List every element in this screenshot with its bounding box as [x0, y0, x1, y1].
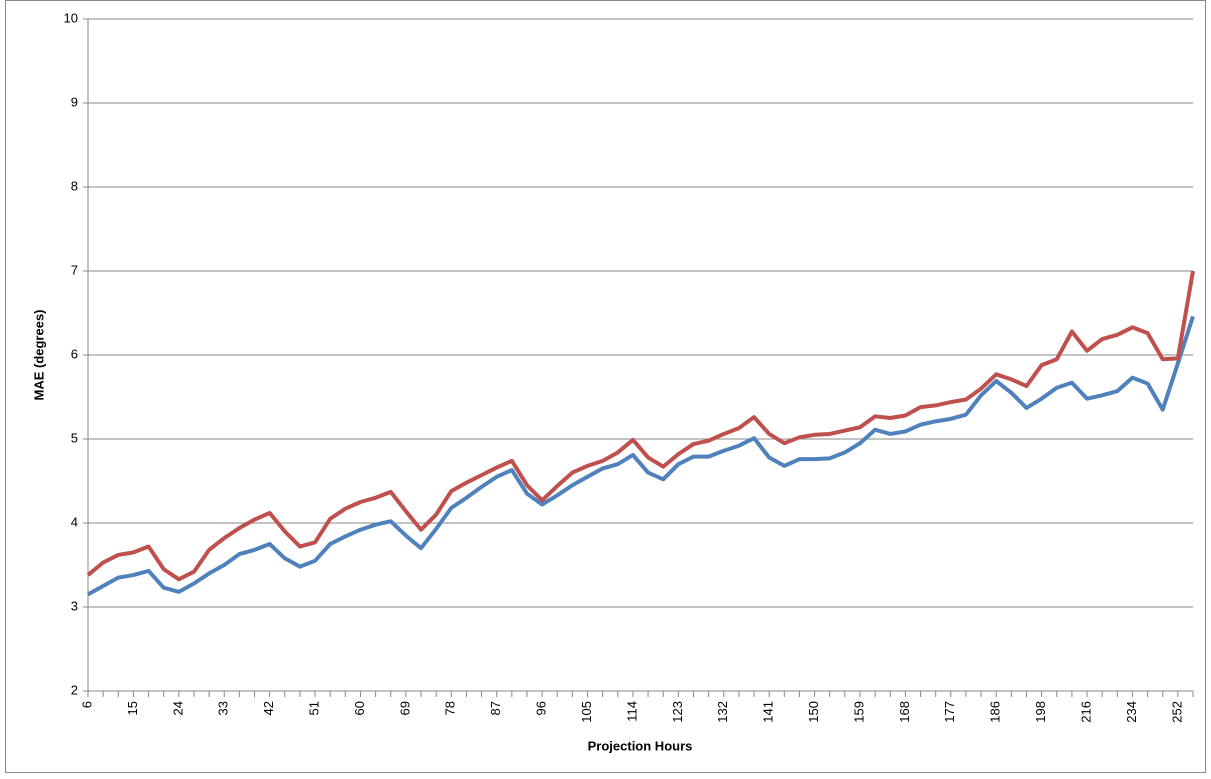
- x-tick-label: 60: [352, 701, 367, 715]
- x-axis-title: Projection Hours: [588, 738, 693, 753]
- x-tick-label: 150: [806, 701, 821, 723]
- y-tick-label: 7: [71, 262, 78, 277]
- y-tick-label: 4: [71, 514, 78, 529]
- x-tick-label: 132: [715, 701, 730, 723]
- y-tick-label: 2: [71, 682, 78, 697]
- x-tick-label: 234: [1124, 701, 1139, 723]
- x-tick-label: 78: [443, 701, 458, 715]
- y-axis-title: MAE (degrees): [31, 309, 46, 400]
- x-tick-label: 6: [79, 701, 94, 708]
- x-tick-label: 15: [125, 701, 140, 715]
- x-tick-label: 198: [1033, 701, 1048, 723]
- x-tick-label: 96: [534, 701, 549, 715]
- x-tick-label: 42: [261, 701, 276, 715]
- x-tick-label: 141: [761, 701, 776, 723]
- series-line: [87, 315, 1195, 597]
- x-tick-label: 33: [216, 701, 231, 715]
- y-tick-label: 8: [71, 178, 78, 193]
- x-tick-label: 51: [306, 701, 321, 715]
- y-tick-label: 5: [71, 430, 78, 445]
- y-tick-label: 6: [71, 346, 78, 361]
- y-tick-label: 9: [71, 94, 78, 109]
- x-tick-label: 159: [851, 701, 866, 723]
- x-tick-label: 114: [624, 701, 639, 722]
- x-tick-label: 252: [1169, 701, 1184, 723]
- x-tick-label: 186: [988, 701, 1003, 723]
- x-tick-label: 123: [670, 701, 685, 723]
- y-tick-label: 10: [64, 10, 78, 25]
- x-tick-label: 87: [488, 701, 503, 715]
- y-tick-label: 3: [71, 598, 78, 613]
- series-line: [86, 270, 1195, 582]
- x-tick-label: 24: [170, 701, 185, 715]
- x-tick-label: 105: [579, 701, 594, 723]
- x-tick-label: 168: [897, 701, 912, 723]
- x-tick-label: 216: [1078, 701, 1093, 723]
- x-tick-label: 177: [942, 701, 957, 723]
- x-tick-label: 69: [397, 701, 412, 715]
